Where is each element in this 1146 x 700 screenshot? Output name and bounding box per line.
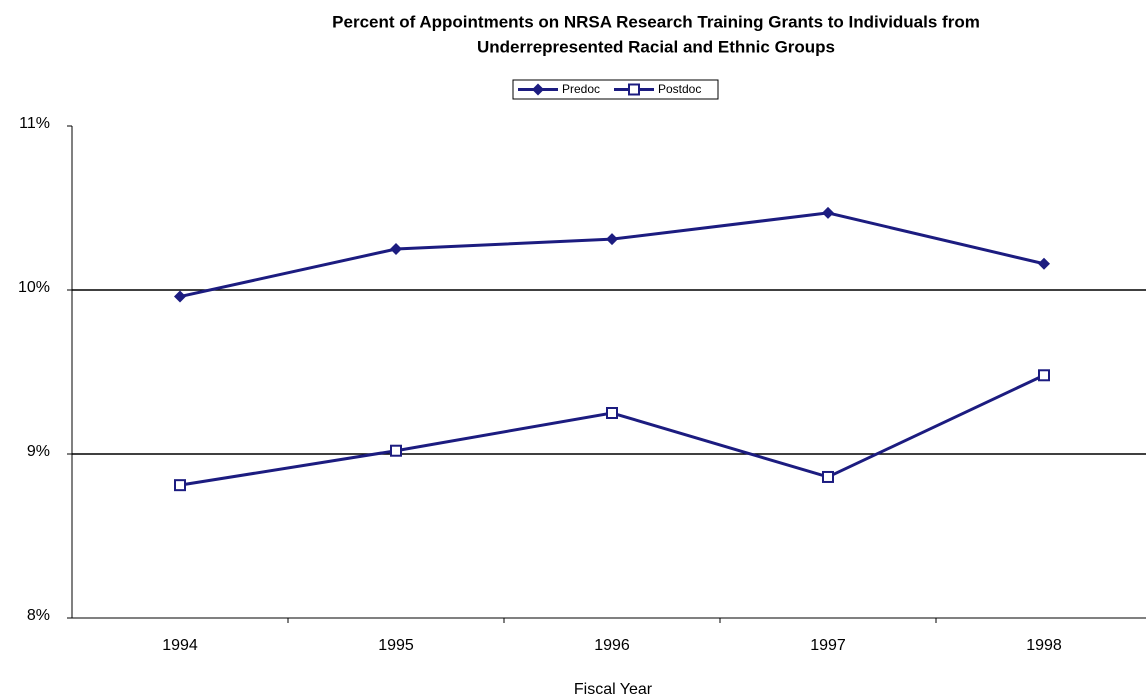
marker <box>1038 257 1050 270</box>
marker <box>174 479 186 492</box>
legend-text: Predoc <box>562 82 600 96</box>
data-line <box>179 211 1045 299</box>
marker <box>390 243 402 255</box>
legend-text: Postdoc <box>658 82 701 96</box>
marker <box>174 290 186 303</box>
x-tick-label: 1995 <box>378 637 414 654</box>
x-tick-label: 1998 <box>1026 637 1062 654</box>
data-line <box>179 373 1045 487</box>
marker <box>606 233 618 246</box>
marker <box>606 407 618 419</box>
x-tick-label: 1997 <box>810 637 846 654</box>
chart-title: Percent of Appointments on NRSA Research… <box>332 12 980 31</box>
y-tick-label: 10% <box>18 279 50 296</box>
marker <box>822 206 834 219</box>
y-tick-label: 11% <box>19 115 50 132</box>
marker <box>1038 369 1050 382</box>
x-tick-label: 1996 <box>594 637 630 654</box>
marker <box>532 83 544 96</box>
x-axis-label: Fiscal Year <box>574 681 653 698</box>
marker <box>628 83 640 96</box>
legend: Predoc Postdoc <box>512 79 719 100</box>
marker <box>822 470 834 483</box>
chart-title: Underrepresented Racial and Ethnic Group… <box>477 37 835 56</box>
y-tick-label: 8% <box>27 607 50 624</box>
marker <box>390 444 402 457</box>
x-tick-label: 1994 <box>162 637 198 654</box>
y-tick-label: 9% <box>27 443 50 460</box>
